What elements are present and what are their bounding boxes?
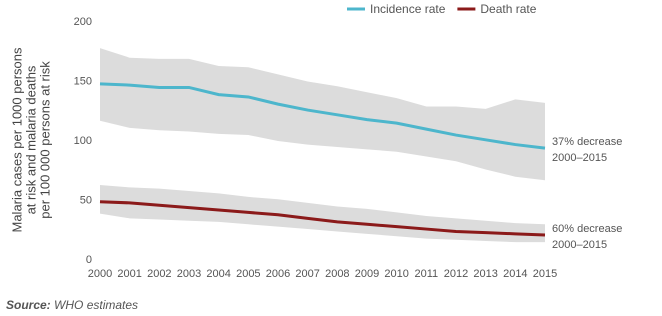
annotation: 2000–2015: [552, 239, 607, 251]
line: [99, 82, 546, 150]
x-tick-label: 2001: [117, 268, 141, 280]
x-tick-label: 2015: [533, 268, 557, 280]
x-tick-label: 2000: [88, 268, 112, 280]
x-tick-label: 2013: [473, 268, 497, 280]
y-tick-label: 50: [80, 194, 92, 206]
confidence-band: [100, 48, 545, 181]
source-text: WHO estimates: [54, 298, 138, 312]
source: Source: WHO estimates: [6, 298, 138, 312]
y-axis-label-line: per 100 000 persons at risk: [37, 61, 52, 219]
x-tick-label: 2009: [355, 268, 379, 280]
x-tick-label: 2007: [295, 268, 319, 280]
x-tick-label: 2004: [206, 268, 230, 280]
x-tick-label: 2008: [325, 268, 349, 280]
annotation: 2000–2015: [552, 152, 607, 164]
y-axis-label-line: Malaria cases per 1000 persons: [9, 47, 24, 232]
confidence-band: [100, 185, 545, 243]
legend-label: Incidence rate: [370, 2, 446, 16]
annotation: 37% decrease: [552, 136, 622, 148]
y-axis-label: Malaria cases per 1000 persons at risk an…: [9, 47, 52, 232]
x-tick-label: 2010: [384, 268, 408, 280]
x-tick-label: 2003: [177, 268, 201, 280]
line: [99, 200, 546, 237]
x-tick-label: 2002: [147, 268, 171, 280]
source-label: Source:: [6, 298, 51, 312]
y-axis-label-line: at risk and malaria deaths: [23, 65, 38, 214]
y-tick-label: 0: [86, 254, 92, 266]
x-tick-label: 2014: [503, 268, 527, 280]
y-tick-label: 200: [74, 16, 92, 28]
legend-label: Death rate: [480, 2, 536, 16]
x-tick-label: 2006: [266, 268, 290, 280]
x-tick-label: 2011: [415, 268, 439, 280]
y-tick-label: 150: [74, 75, 92, 87]
x-tick-label: 2012: [444, 268, 468, 280]
y-tick-label: 100: [74, 135, 92, 147]
x-tick-label: 2005: [236, 268, 260, 280]
annotation: 60% decrease: [552, 223, 622, 235]
